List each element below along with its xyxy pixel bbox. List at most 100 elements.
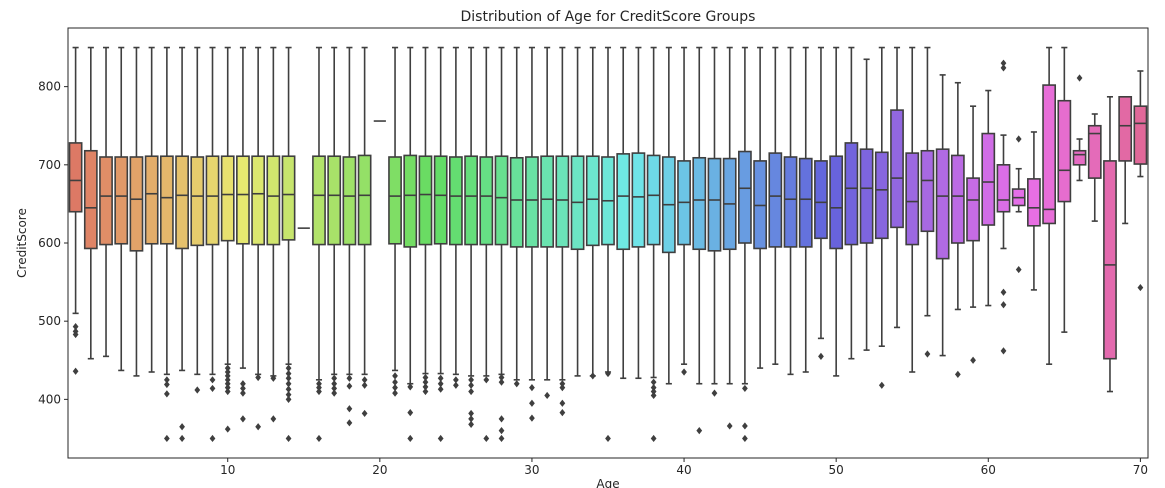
- outlier-point: [1000, 347, 1007, 355]
- box-14: [281, 46, 296, 443]
- outlier-point: [361, 409, 368, 418]
- box-24: [433, 46, 448, 443]
- y-tick-label: 800: [38, 80, 61, 94]
- iqr-box: [251, 155, 266, 246]
- outlier-point: [224, 425, 231, 433]
- outlier-point: [392, 378, 398, 386]
- box-61: [996, 59, 1011, 355]
- box-59: [966, 105, 980, 364]
- outlier-point: [179, 423, 185, 431]
- plot-frame: [67, 27, 1149, 459]
- box-38: [646, 46, 661, 443]
- outlier-point: [970, 356, 976, 364]
- iqr-box: [829, 155, 844, 250]
- outlier-point: [726, 422, 733, 430]
- outlier-point: [1076, 74, 1083, 82]
- y-axis: 400 500 600 700 800: [38, 80, 68, 406]
- iqr-box: [981, 132, 996, 226]
- outlier-point: [483, 434, 490, 443]
- outlier-point: [285, 374, 292, 382]
- outlier-point: [209, 376, 216, 384]
- iqr-box: [175, 155, 189, 250]
- iqr-box: [281, 155, 296, 241]
- box-21: [388, 46, 402, 397]
- outlier-point: [529, 399, 535, 407]
- iqr-box: [1133, 105, 1148, 165]
- outlier-point: [270, 415, 277, 423]
- outlier-point: [468, 387, 474, 396]
- x-tick-label: 30: [524, 463, 539, 477]
- box-50: [829, 46, 844, 377]
- box-69: [1118, 96, 1133, 225]
- outlier-point: [422, 373, 429, 382]
- outlier-point: [437, 385, 444, 393]
- iqr-box: [966, 177, 980, 242]
- box-56: [920, 46, 935, 358]
- box-13: [266, 46, 281, 423]
- box-49: [814, 46, 828, 360]
- box-60: [981, 89, 996, 307]
- iqr-box: [616, 153, 631, 251]
- iqr-box: [114, 156, 129, 245]
- iqr-box: [707, 157, 722, 252]
- box-18: [342, 46, 357, 427]
- outlier-point: [559, 380, 566, 388]
- box-31: [540, 46, 555, 400]
- outlier-point: [437, 374, 444, 382]
- chart-title: Distribution of Age for CreditScore Grou…: [461, 9, 756, 25]
- outlier-point: [422, 383, 429, 391]
- outlier-point: [818, 352, 824, 360]
- box-3: [114, 46, 129, 372]
- outlier-point: [285, 364, 292, 372]
- iqr-box: [950, 154, 965, 244]
- iqr-box: [738, 150, 752, 244]
- box-34: [585, 46, 600, 380]
- outlier-point: [224, 387, 231, 396]
- iqr-box: [1118, 96, 1133, 162]
- outlier-point: [498, 427, 505, 435]
- outlier-point: [224, 380, 231, 388]
- box-23: [418, 46, 433, 396]
- outlier-point: [240, 415, 246, 423]
- box-47: [783, 46, 798, 376]
- iqr-box: [844, 142, 859, 246]
- box-6: [159, 46, 174, 443]
- outlier-point: [407, 409, 414, 417]
- iqr-box: [692, 156, 707, 251]
- box-37: [631, 46, 646, 380]
- iqr-box: [144, 155, 159, 245]
- outlier-point: [1015, 135, 1022, 143]
- outlier-point: [650, 387, 657, 396]
- outlier-point: [453, 376, 459, 384]
- outlier-point: [1000, 301, 1007, 309]
- outlier-point: [650, 378, 657, 386]
- outlier-point: [224, 364, 231, 372]
- box-46: [768, 46, 783, 365]
- outlier-point: [453, 381, 459, 389]
- iqr-box: [920, 149, 935, 233]
- box-58: [950, 81, 965, 378]
- iqr-box: [418, 155, 433, 246]
- outlier-point: [224, 368, 231, 376]
- iqr-box: [996, 164, 1011, 213]
- iqr-box: [1103, 160, 1117, 360]
- outlier-point: [72, 367, 79, 375]
- iqr-box: [312, 155, 326, 246]
- box-42: [707, 46, 722, 397]
- box-36: [616, 46, 631, 380]
- iqr-box: [388, 156, 402, 245]
- iqr-box: [859, 148, 874, 244]
- iqr-box: [129, 156, 144, 252]
- outlier-point: [270, 374, 277, 382]
- box-63: [1027, 131, 1041, 291]
- box-28: [494, 46, 509, 443]
- outlier-point: [392, 372, 398, 380]
- iqr-box: [342, 156, 357, 246]
- iqr-box: [555, 155, 570, 248]
- x-tick-label: 40: [676, 463, 691, 477]
- y-tick-label: 700: [38, 158, 61, 172]
- x-tick-label: 60: [981, 463, 996, 477]
- box-0: [68, 46, 83, 375]
- box-5: [144, 46, 159, 373]
